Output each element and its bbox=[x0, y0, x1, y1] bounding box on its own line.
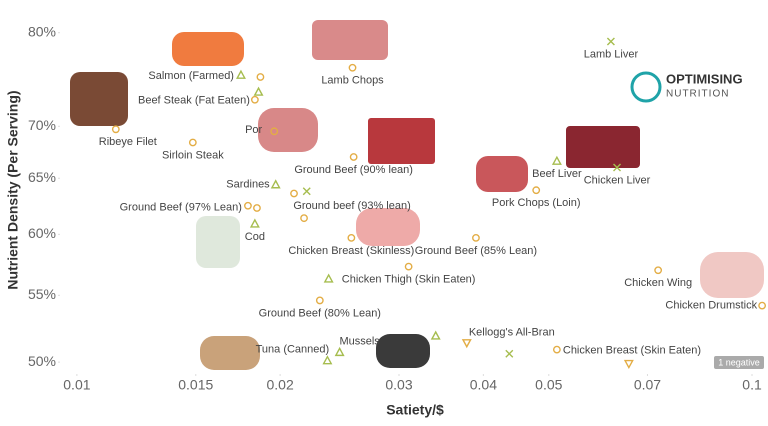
point-label: Lamb Chops bbox=[321, 75, 384, 87]
point bbox=[758, 301, 767, 310]
point-label: Ground Beef (85% Lean) bbox=[415, 245, 537, 257]
point bbox=[249, 218, 260, 228]
point bbox=[461, 339, 472, 349]
point-label: Sardines bbox=[226, 179, 270, 191]
point-label: Ground Beef (90% lean) bbox=[294, 164, 413, 176]
point bbox=[244, 201, 252, 210]
point-label: Tuna (Canned) bbox=[256, 344, 330, 356]
point bbox=[253, 204, 261, 212]
point-label: Chicken Thigh (Skin Eaten) bbox=[342, 274, 476, 286]
point-label: Chicken Breast (Skin Eaten) bbox=[563, 345, 701, 357]
x-tick-label: 0.03 bbox=[385, 377, 412, 393]
point bbox=[111, 125, 120, 134]
point bbox=[551, 155, 562, 165]
y-tick-label: 65% bbox=[28, 169, 56, 185]
point-label: Mussels bbox=[339, 335, 380, 347]
point-label: Lamb Liver bbox=[584, 48, 639, 60]
point bbox=[270, 179, 281, 189]
x-tick-label: 0.02 bbox=[267, 377, 294, 393]
x-tick-label: 0.04 bbox=[470, 377, 497, 393]
point-label: Chicken Breast (Skinless) bbox=[288, 245, 414, 257]
point bbox=[404, 262, 413, 271]
x-tick-label: 0.015 bbox=[178, 377, 213, 393]
y-tick-label: 50% bbox=[28, 353, 56, 369]
point-label: Kellogg's All-Bran bbox=[469, 327, 555, 339]
point bbox=[430, 330, 441, 340]
point bbox=[302, 187, 311, 196]
point-label: Cod bbox=[245, 231, 265, 243]
point bbox=[606, 37, 615, 46]
x-tick-label: 0.05 bbox=[535, 377, 562, 393]
y-tick-label: 70% bbox=[28, 117, 56, 133]
point bbox=[472, 233, 480, 242]
point bbox=[236, 69, 246, 79]
point bbox=[613, 163, 622, 172]
y-tick-label: 55% bbox=[28, 286, 56, 302]
point-label: Ground beef (93% lean) bbox=[293, 200, 410, 212]
point bbox=[253, 86, 264, 96]
point bbox=[256, 73, 265, 81]
point bbox=[188, 138, 197, 147]
point bbox=[315, 296, 324, 305]
point bbox=[322, 355, 333, 365]
badge-bg bbox=[714, 356, 764, 369]
point-label: Chicken Drumstick bbox=[665, 299, 757, 311]
point bbox=[290, 189, 298, 198]
y-tick-label: 80% bbox=[28, 23, 56, 39]
logo-title: OPTIMISING bbox=[666, 71, 743, 86]
point bbox=[552, 345, 561, 354]
point-label: Ground Beef (80% Lean) bbox=[259, 307, 381, 319]
point bbox=[654, 266, 663, 275]
point bbox=[334, 346, 345, 357]
point-label: Por bbox=[245, 124, 262, 136]
y-tick-label: 60% bbox=[28, 225, 56, 241]
point-label: Beef Liver bbox=[532, 168, 582, 180]
point-label: Pork Chops (Loin) bbox=[492, 197, 581, 209]
logo-subtitle: NUTRITION bbox=[666, 89, 729, 100]
point-label: Ribeye Filet bbox=[99, 136, 157, 148]
badge: 1 negative bbox=[718, 357, 760, 367]
point-label: Ground Beef (97% Lean) bbox=[120, 202, 242, 214]
logo: OPTIMISING NUTRITION bbox=[630, 71, 743, 103]
x-tick-label: 0.07 bbox=[634, 377, 661, 393]
point bbox=[348, 63, 357, 72]
x-tick-label: 0.01 bbox=[63, 377, 90, 393]
point bbox=[347, 233, 356, 242]
point-label: Chicken Liver bbox=[584, 174, 651, 186]
point bbox=[505, 349, 514, 358]
point-label: Chicken Wing bbox=[624, 277, 692, 289]
point bbox=[623, 359, 634, 369]
food-images bbox=[70, 20, 764, 370]
point bbox=[323, 273, 334, 283]
point-label: Beef Steak (Fat Eaten) bbox=[138, 95, 250, 107]
point-label: Salmon (Farmed) bbox=[148, 70, 234, 82]
point bbox=[532, 186, 541, 195]
point bbox=[349, 153, 358, 161]
point bbox=[270, 127, 279, 136]
point-label: Sirloin Steak bbox=[162, 149, 224, 161]
y-axis-title: Nutrient Density (Per Serving) bbox=[5, 90, 21, 289]
point bbox=[300, 214, 308, 223]
x-tick-label: 0.1 bbox=[742, 377, 762, 393]
x-axis-title: Satiety/$ bbox=[386, 402, 444, 418]
point bbox=[250, 95, 259, 104]
